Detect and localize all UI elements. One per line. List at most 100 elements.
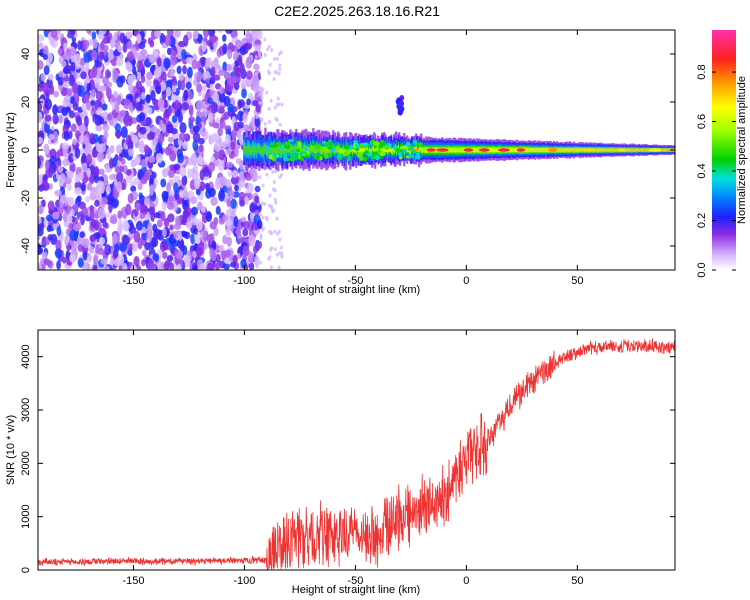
spectrogram-cell	[192, 131, 201, 143]
spectrogram-cell	[187, 66, 193, 79]
spectrogram-cell	[88, 245, 94, 254]
spectrogram-cell	[289, 156, 296, 162]
spectrogram-cell	[212, 122, 220, 129]
spectrogram-x-tick-label: -100	[233, 275, 255, 287]
spectrogram-cell	[167, 168, 175, 179]
spectrogram-cell	[89, 234, 97, 242]
spectrogram-cell	[66, 205, 72, 215]
spectrogram-cell	[161, 168, 169, 178]
spectrogram-cell	[200, 206, 206, 213]
spectrogram-cell	[253, 63, 260, 71]
spectrogram-cell	[65, 48, 71, 56]
spectrogram-cell	[41, 251, 48, 259]
spectrogram-cell	[229, 45, 237, 52]
spectrogram-cell	[163, 57, 171, 69]
spectrogram-cell	[38, 136, 43, 145]
spectrogram-cell	[97, 207, 106, 220]
spectrogram-cell	[239, 159, 244, 171]
spectrogram-cell	[44, 159, 50, 171]
spectrogram-cell	[226, 198, 232, 208]
spectrogram-cell	[328, 141, 333, 147]
spectrogram-cell	[359, 156, 364, 161]
spectrogram-cell	[259, 235, 263, 240]
spectrogram-cell	[119, 75, 126, 84]
spectrogram-cell	[299, 157, 305, 161]
spectrogram-cell	[38, 246, 44, 255]
spectrogram-cell	[255, 175, 259, 180]
spectrogram-cell	[220, 122, 227, 129]
spectrogram-cell	[270, 48, 274, 53]
spectrogram-cell	[106, 193, 114, 205]
spectrogram-cell	[252, 30, 258, 39]
spectrogram-cell	[106, 81, 113, 88]
spectrogram-cell	[235, 66, 241, 78]
spectrogram-cell	[120, 158, 126, 166]
spectrogram-cell	[222, 43, 228, 55]
spectrogram-cell	[83, 115, 89, 127]
spectrogram-cell	[63, 130, 70, 141]
spectrogram-cell	[132, 240, 139, 252]
spectrogram-cell	[167, 213, 175, 223]
spectrogram-cell	[96, 151, 104, 163]
spectrogram-cell	[53, 90, 60, 98]
spectrogram-cell	[131, 96, 137, 108]
spectrogram-cell	[216, 30, 224, 34]
spectrogram-cell	[141, 259, 146, 267]
spectrogram-cell	[252, 76, 260, 89]
spectrogram-cell	[83, 52, 91, 64]
spectrogram-cell	[85, 195, 91, 203]
spectrogram-cell	[192, 139, 199, 151]
spectrogram-cell	[109, 258, 115, 266]
spectrogram-cell	[176, 263, 182, 270]
spectrogram-cell	[96, 107, 103, 116]
spectrogram-cell	[95, 124, 103, 132]
spectrogram-cell	[188, 91, 193, 100]
spectrogram-cell	[69, 229, 77, 241]
spectrogram-cell	[275, 70, 279, 75]
spectrogram-cell	[354, 143, 360, 148]
spectrogram-cell	[167, 30, 173, 36]
spectrogram-cell	[245, 30, 252, 40]
spectrogram-cell	[269, 98, 273, 103]
spectrogram-cell	[198, 144, 204, 153]
spectrogram-cell	[101, 197, 108, 206]
spectrogram-cell	[254, 195, 260, 204]
spectrogram-cell	[131, 134, 139, 144]
spectrogram-cell	[52, 211, 60, 220]
spectrogram-cell	[224, 257, 230, 265]
spectrogram-cell	[144, 105, 150, 115]
spectrogram-cell	[275, 216, 279, 221]
spectrogram-cell	[208, 187, 216, 198]
spectrogram-cell	[120, 126, 128, 139]
spectrogram-cell	[81, 103, 87, 111]
spectrogram-cell	[295, 148, 301, 153]
spectrogram-cell	[246, 183, 254, 194]
spectrogram-cell	[102, 265, 111, 270]
spectrogram-cell	[179, 122, 187, 134]
spectrogram-cell	[138, 41, 146, 50]
spectrogram-cell	[62, 158, 70, 167]
spectrogram-cell	[57, 48, 63, 56]
spectrogram-cell	[102, 124, 110, 132]
spectrogram-cell	[270, 205, 274, 210]
spectrogram-cell	[279, 146, 285, 151]
spectrogram-cell	[59, 194, 67, 205]
colorbar: 0.0 0.2 0.4 0.6 0.8 Normalized spectral ampl…	[696, 30, 748, 278]
spectrogram-cell	[69, 96, 75, 104]
colorbar-tick-label: 0.2	[696, 213, 708, 228]
snr-y-label: SNR (10 * v/v)	[5, 415, 17, 485]
spectrogram-cell	[197, 156, 205, 166]
spectrogram-cell	[272, 152, 277, 159]
spectrogram-cell	[128, 84, 134, 92]
spectrogram-cell	[254, 55, 258, 60]
spectrogram-cell	[279, 154, 283, 158]
spectrogram-cell	[161, 123, 167, 134]
spectrogram-cell	[205, 211, 213, 223]
spectrogram-cell	[277, 251, 281, 256]
spectrogram-cell	[218, 69, 226, 77]
spectrogram-cell	[84, 62, 90, 73]
spectrogram-cell	[145, 78, 152, 87]
spectrogram-cell	[278, 175, 282, 180]
spectrogram-cell	[191, 206, 199, 216]
spectrogram-marks	[38, 30, 675, 270]
